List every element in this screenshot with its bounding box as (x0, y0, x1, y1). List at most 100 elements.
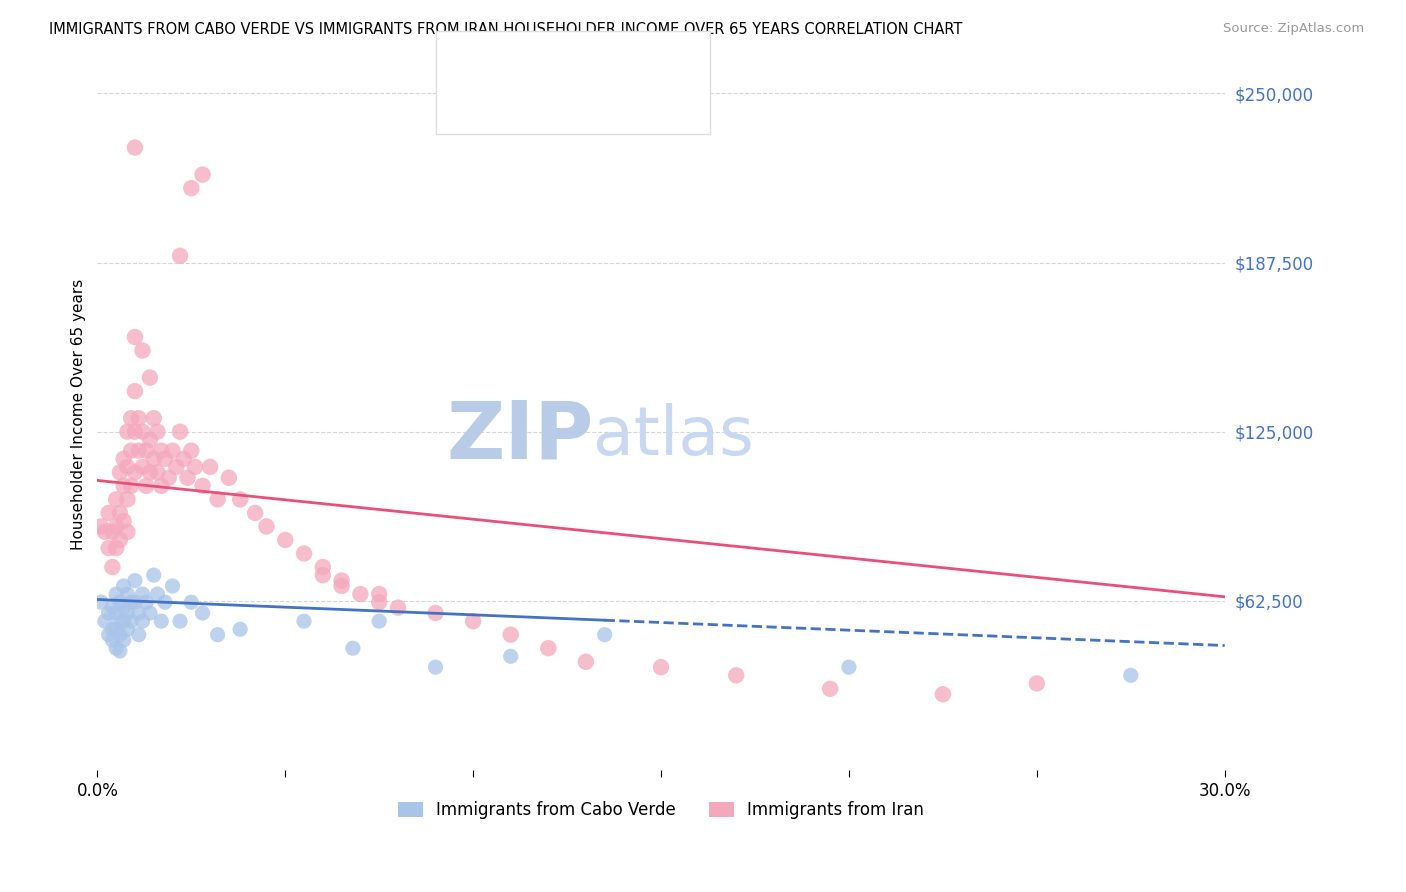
Point (117, 606, 139, 620)
Point (330, 574, 353, 588)
Point (128, 606, 150, 620)
Point (105, 541, 128, 555)
Point (101, 600, 124, 615)
Point (142, 411, 165, 425)
Point (650, 660, 672, 674)
Point (112, 514, 135, 528)
Point (124, 465, 146, 479)
Point (124, 140, 146, 154)
Point (117, 587, 139, 601)
Point (124, 574, 146, 588)
Point (97, 541, 120, 555)
Point (150, 614, 173, 628)
Point (218, 471, 240, 485)
Point (139, 370, 162, 384)
Point (139, 606, 162, 620)
Point (165, 459, 187, 474)
Point (90, 595, 112, 609)
Point (207, 492, 229, 507)
Point (169, 425, 191, 439)
Point (157, 471, 180, 485)
Point (94, 524, 117, 539)
Point (162, 579, 184, 593)
Point (112, 633, 135, 648)
Point (169, 249, 191, 263)
Point (112, 579, 135, 593)
Point (191, 479, 214, 493)
Point (108, 465, 131, 479)
Point (932, 687, 955, 701)
Point (173, 451, 195, 466)
Point (368, 595, 391, 609)
Point (131, 614, 153, 628)
Text: ■: ■ (457, 53, 475, 72)
Point (108, 628, 131, 642)
Point (425, 660, 447, 674)
Point (117, 622, 139, 636)
Point (135, 443, 157, 458)
Point (463, 614, 485, 628)
Point (229, 622, 252, 636)
Point (176, 471, 198, 485)
Point (128, 411, 150, 425)
Text: ZIP: ZIP (446, 397, 593, 475)
Point (146, 425, 169, 439)
Point (128, 443, 150, 458)
Point (131, 343, 153, 358)
Point (312, 568, 335, 582)
Point (97, 606, 120, 620)
Point (256, 519, 278, 533)
Point (499, 628, 522, 642)
Point (153, 451, 176, 466)
Point (105, 606, 128, 620)
Point (274, 533, 297, 547)
Point (180, 443, 202, 458)
Text: R =: R = (482, 54, 519, 71)
Point (184, 459, 207, 474)
Point (191, 168, 214, 182)
Text: 82: 82 (616, 104, 638, 122)
Point (368, 587, 391, 601)
Point (150, 479, 173, 493)
Text: 50: 50 (616, 54, 638, 71)
Point (387, 600, 409, 615)
Point (131, 459, 153, 474)
Point (90, 519, 112, 533)
Point (292, 547, 315, 561)
Text: atlas: atlas (593, 403, 754, 469)
Point (725, 668, 748, 682)
Point (243, 506, 266, 520)
Point (108, 506, 131, 520)
Point (135, 595, 157, 609)
Point (108, 595, 131, 609)
Point (180, 595, 202, 609)
Point (124, 384, 146, 398)
Legend: Immigrants from Cabo Verde, Immigrants from Iran: Immigrants from Cabo Verde, Immigrants f… (391, 794, 931, 826)
Point (342, 641, 364, 656)
Point (97, 506, 120, 520)
Point (112, 479, 135, 493)
Text: N =: N = (572, 104, 620, 122)
Point (97, 628, 120, 642)
Point (142, 451, 165, 466)
Text: ■: ■ (457, 103, 475, 123)
Point (120, 443, 142, 458)
Point (139, 465, 162, 479)
Point (108, 644, 131, 658)
Point (124, 425, 146, 439)
Text: IMMIGRANTS FROM CABO VERDE VS IMMIGRANTS FROM IRAN HOUSEHOLDER INCOME OVER 65 YE: IMMIGRANTS FROM CABO VERDE VS IMMIGRANTS… (49, 22, 963, 37)
Point (117, 492, 139, 507)
Text: R =: R = (482, 104, 519, 122)
Point (105, 492, 128, 507)
Point (112, 451, 135, 466)
Point (312, 560, 335, 574)
Point (292, 614, 315, 628)
Point (105, 622, 128, 636)
Point (162, 443, 184, 458)
Point (117, 459, 139, 474)
Point (229, 492, 252, 507)
Point (108, 614, 131, 628)
Point (117, 425, 139, 439)
Point (120, 614, 142, 628)
Point (94, 614, 117, 628)
